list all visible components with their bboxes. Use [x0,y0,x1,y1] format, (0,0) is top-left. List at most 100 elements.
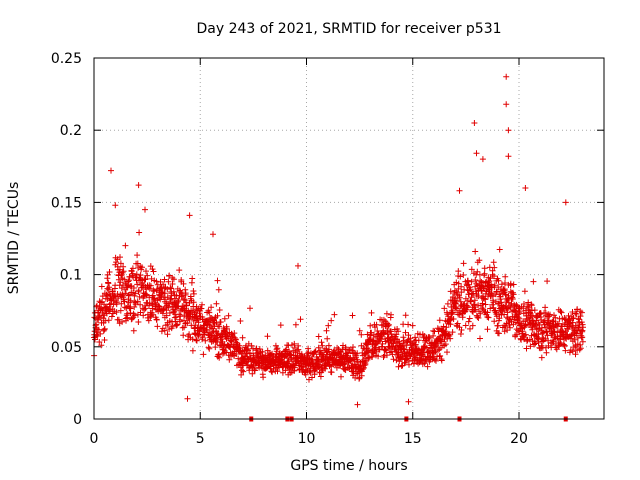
data-point [440,323,447,330]
data-point [217,319,224,325]
data-point [502,280,508,286]
data-point [460,272,467,278]
data-point [503,306,510,312]
data-point [117,279,124,286]
data-point [221,315,228,322]
data-point [540,329,547,336]
data-point [135,287,142,294]
data-point [389,351,396,358]
data-point [324,335,331,342]
data-point [532,340,539,347]
data-point [129,265,136,272]
data-point [198,305,205,312]
data-point [468,266,475,273]
data-point [412,334,418,341]
data-point [358,372,365,379]
chart-title: Day 243 of 2021, SRMTID for receiver p53… [196,21,501,37]
data-point [482,301,489,308]
data-point [550,338,557,345]
data-point [105,317,112,324]
data-point [490,259,497,266]
data-point [113,259,120,266]
data-point [521,301,527,307]
data-point [176,267,183,274]
data-point [473,150,480,157]
data-point [232,336,239,343]
data-point [163,312,170,319]
data-point [166,272,173,279]
data-point [383,347,390,354]
data-point [488,290,495,297]
data-point [239,367,245,374]
data-point [449,329,456,336]
data-point [498,299,505,306]
data-point [507,324,513,331]
data-point [292,321,299,328]
data-point [383,310,390,317]
data-point [570,315,577,321]
data-point [252,365,259,372]
data-point [137,301,144,308]
data-point [437,337,444,344]
data-point [295,346,302,353]
data-point [135,319,142,325]
data-point [469,322,476,329]
data-point [325,322,332,329]
data-point [150,268,157,275]
data-point [233,351,240,357]
data-point [441,305,448,312]
data-point [117,254,123,261]
data-point [105,279,112,286]
data-point [338,373,344,380]
data-point [519,328,526,335]
data-point [551,312,557,319]
data-point [189,275,196,282]
data-point [561,342,568,349]
data-point [390,356,397,363]
data-point [216,323,223,330]
data-point [305,349,312,356]
data-point [315,333,322,340]
data-point [137,309,144,316]
data-point [167,284,174,291]
data-point [528,302,535,309]
data-point [501,311,508,318]
data-point [169,281,176,287]
data-point [358,331,365,338]
data-point [97,299,104,306]
data-point [522,331,529,338]
data-point [481,265,488,272]
data-point [436,317,443,324]
data-point [106,269,113,275]
data-point [269,369,276,376]
data-point [142,305,149,312]
data-point [522,321,529,328]
data-point [450,316,457,322]
data-point [225,312,232,319]
data-point [96,339,103,345]
data-point [443,324,450,331]
data-point [328,317,335,324]
data-point [236,345,243,351]
data-point [264,333,271,340]
data-point [471,120,478,126]
data-point [542,304,549,311]
y-axis-label: SRMTID / TECUs [6,182,22,295]
data-point [479,156,486,163]
data-point [240,368,247,375]
data-point [381,330,387,337]
data-point [458,283,465,290]
data-point [104,296,111,302]
data-point [472,306,479,313]
data-point [497,293,504,300]
data-point [291,364,298,371]
data-point [388,311,394,318]
data-point [237,318,244,324]
data-point [319,342,326,349]
data-point [108,313,115,320]
data-point [327,362,333,369]
data-point [407,335,414,342]
data-point [309,374,315,381]
data-point [516,308,523,315]
data-point [179,292,186,299]
